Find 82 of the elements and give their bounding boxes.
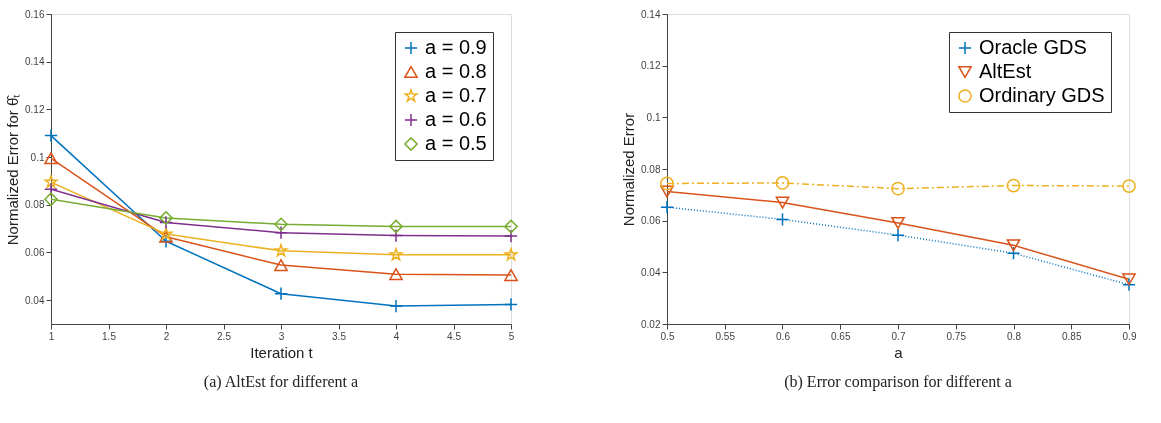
x-tick-label: 0.7: [891, 330, 906, 342]
y-axis-title: Normalized Error for θ̂ₜ: [4, 93, 22, 246]
x-tick-label: 0.75: [946, 330, 967, 342]
point: [389, 219, 403, 234]
point: [159, 211, 173, 225]
point: [44, 152, 58, 165]
point: [274, 259, 288, 272]
y-tick-label: 0.14: [641, 8, 661, 20]
point: [274, 217, 288, 232]
y-tick-label: 0.1: [646, 111, 661, 123]
x-axis-title: a: [894, 343, 904, 361]
y-tick-label: 0.06: [641, 215, 661, 227]
x-tick-label: 5: [508, 330, 515, 342]
x-axis-title: Iteration t: [250, 343, 314, 361]
point: [1006, 246, 1021, 261]
x-tick-label: 3: [278, 330, 285, 342]
point: [504, 297, 518, 312]
point: [660, 185, 674, 198]
y-tick-label: 0.04: [25, 294, 45, 306]
point: [44, 128, 58, 143]
text: (b) Error comparison for different a: [784, 373, 1012, 391]
point: [1006, 239, 1021, 252]
point: [1006, 178, 1021, 193]
x-tick-label: 2: [163, 330, 170, 342]
point: [504, 247, 518, 261]
x-tick-label: 1.5: [102, 330, 117, 342]
x-tick-label: 0.55: [715, 330, 736, 342]
point: [660, 176, 674, 191]
y-tick-label: 0.12: [25, 103, 45, 115]
point: [44, 192, 58, 207]
point: [389, 247, 403, 261]
point: [274, 243, 288, 257]
point: [389, 228, 403, 243]
x-tick-label: 0.5: [660, 330, 675, 342]
y-tick-label: 0.02: [641, 318, 661, 330]
text: (a) AltEst for different a: [203, 373, 359, 391]
point: [44, 175, 58, 188]
point: [775, 212, 790, 227]
y-tick-label: 0.12: [641, 60, 661, 72]
point: [891, 181, 905, 196]
x-tick-label: 1: [48, 330, 55, 342]
y-tick-label: 0.14: [25, 56, 45, 68]
y-tick-label: 0.08: [25, 199, 45, 211]
legend-label: Oracle GDS: [979, 36, 1087, 58]
point: [891, 216, 905, 230]
legend-label: a = 0.7: [425, 84, 487, 106]
x-tick-label: 3.5: [332, 330, 347, 342]
point: [159, 215, 173, 230]
legend-label: AltEst: [979, 60, 1032, 82]
point: [504, 229, 518, 243]
point: [504, 219, 518, 234]
y-tick-label: 0.1: [30, 151, 45, 163]
legend-label: a = 0.8: [425, 60, 487, 82]
point: [504, 269, 518, 282]
x-tick-label: 0.9: [1122, 330, 1137, 342]
x-tick-label: 4.5: [447, 330, 462, 342]
x-tick-label: 4: [393, 330, 400, 342]
y-tick-label: 0.04: [641, 266, 661, 278]
point: [1122, 179, 1136, 193]
x-tick-label: 2.5: [217, 330, 232, 342]
x-tick-label: 0.8: [1007, 330, 1022, 342]
point: [1122, 277, 1136, 292]
point: [891, 228, 905, 243]
point: [660, 200, 674, 215]
y-tick-label: 0.08: [641, 163, 661, 175]
point: [389, 268, 403, 281]
point: [274, 286, 288, 301]
y-tick-label: 0.06: [25, 246, 45, 258]
point: [389, 299, 403, 313]
x-tick-label: 0.6: [776, 330, 791, 342]
y-axis-title: Normalized Error: [620, 112, 638, 227]
point: [775, 176, 790, 190]
x-tick-label: 0.85: [1062, 330, 1082, 342]
legend-label: Ordinary GDS: [979, 84, 1105, 106]
point: [1122, 273, 1136, 286]
legend-label: a = 0.5: [425, 132, 487, 154]
x-tick-label: 0.65: [831, 330, 851, 342]
point: [274, 225, 288, 240]
legend-label: a = 0.6: [425, 108, 487, 130]
legend-label: a = 0.9: [425, 36, 487, 58]
point: [775, 196, 790, 209]
y-tick-label: 0.16: [25, 8, 45, 20]
